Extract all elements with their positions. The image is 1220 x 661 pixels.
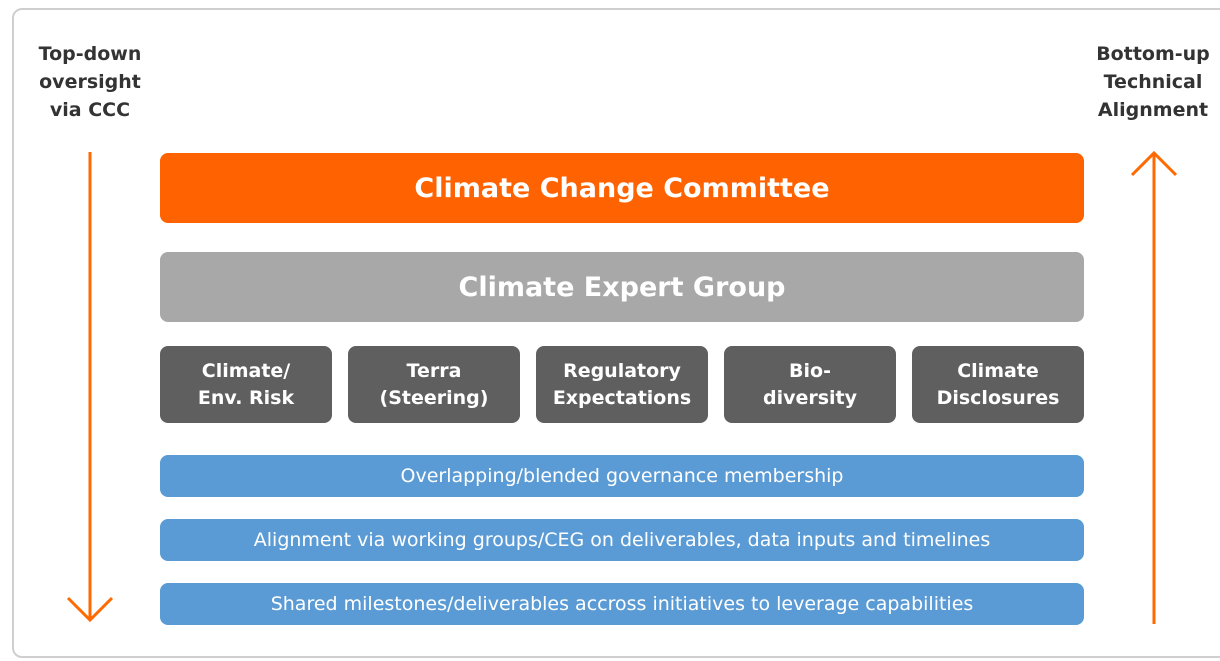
mechanism: Shared milestones/deliverables accross i… [160, 583, 1084, 625]
workstream-line: Climate/ [201, 359, 291, 382]
workstream-line: Bio- [789, 359, 831, 382]
expert-group: Climate Expert Group [160, 252, 1084, 322]
workstream-line: Expectations [552, 386, 692, 409]
workstream: Regulatory Expectations [536, 346, 708, 423]
label-line: Technical [1103, 71, 1203, 93]
committee: Climate Change Committee [160, 153, 1084, 223]
workstream: Terra (Steering) [348, 346, 520, 423]
label-line: Top-down [38, 43, 142, 65]
arrow-head [1130, 150, 1178, 177]
arrow-head [66, 596, 114, 623]
right-label: Bottom-up Technical Alignment [1092, 40, 1214, 124]
label-line: oversight [39, 71, 141, 93]
label-line: Bottom-up [1096, 43, 1210, 65]
workstream-line: Env. Risk [197, 386, 295, 409]
workstream-line: (Steering) [379, 386, 489, 409]
frame [12, 8, 1220, 658]
workstream-line: Terra [406, 359, 462, 382]
mechanism: Alignment via working groups/CEG on deli… [160, 519, 1084, 561]
workstream: Bio-diversity [724, 346, 896, 423]
left-label: Top-down oversight via CCC [30, 40, 150, 124]
workstream-line: diversity [762, 386, 858, 409]
workstream-line: Disclosures [936, 386, 1060, 409]
workstream: Climate/Env. Risk [160, 346, 332, 423]
label-line: Alignment [1097, 99, 1209, 121]
workstream: Climate Disclosures [912, 346, 1084, 423]
mechanism: Overlapping/blended governance membershi… [160, 455, 1084, 497]
label-line: via CCC [49, 99, 131, 121]
workstream-line: Regulatory [563, 359, 681, 382]
workstream-line: Climate [957, 359, 1039, 382]
